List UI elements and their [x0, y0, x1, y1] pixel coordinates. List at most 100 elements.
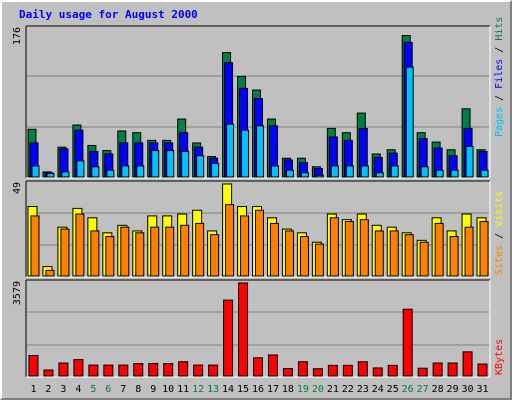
- day-label: 7: [120, 384, 126, 395]
- sites-bar: [359, 219, 369, 277]
- pages-bar: [91, 166, 100, 178]
- day-label: 1: [30, 384, 36, 395]
- pages-bar: [420, 166, 429, 178]
- day-label: 14: [222, 384, 234, 395]
- kbytes-bar: [342, 364, 353, 377]
- sites-bar: [329, 217, 339, 277]
- day-label: 21: [327, 384, 339, 395]
- day-label: 4: [75, 384, 81, 395]
- kbytes-bar: [297, 361, 308, 377]
- kbytes-bar: [133, 363, 144, 377]
- sites-bar: [165, 226, 175, 277]
- day-label: 25: [387, 384, 399, 395]
- kbytes-bar: [372, 367, 383, 377]
- pages-bar: [76, 160, 85, 178]
- pages-bar: [285, 169, 294, 178]
- legend-sites-visits: Sites / Visits: [494, 191, 505, 275]
- pages-bar: [390, 165, 399, 178]
- kbytes-bar: [477, 363, 488, 377]
- sites-bar: [180, 224, 190, 277]
- kbytes-bar: [432, 362, 443, 377]
- day-label: 15: [237, 384, 249, 395]
- day-label: 31: [476, 384, 488, 395]
- kbytes-bar: [193, 364, 204, 377]
- kbytes-bar: [462, 351, 473, 377]
- day-label: 2: [45, 384, 51, 395]
- pages-bar: [121, 165, 130, 178]
- sites-bar: [90, 230, 100, 277]
- day-label: 6: [105, 384, 111, 395]
- day-label: 23: [357, 384, 369, 395]
- sites-bar: [105, 236, 115, 277]
- kbytes-bar: [103, 364, 114, 377]
- sites-bar: [45, 269, 55, 277]
- pages-bar: [136, 165, 145, 178]
- pages-bar: [315, 174, 324, 178]
- kbytes-bar: [58, 362, 69, 377]
- sites-bar: [269, 222, 279, 277]
- sites-bar: [225, 204, 235, 277]
- pages-bar: [31, 165, 40, 178]
- pages-bar: [106, 169, 115, 178]
- day-label: 12: [192, 384, 204, 395]
- day-label: 19: [297, 384, 309, 395]
- pages-bar: [151, 150, 160, 178]
- kbytes-bar: [208, 364, 219, 377]
- sites-bar: [135, 232, 145, 277]
- pages-bar: [375, 172, 384, 178]
- pages-bar: [181, 150, 190, 178]
- pages-bar: [330, 165, 339, 178]
- sites-bar: [419, 241, 429, 277]
- kbytes-bar: [312, 368, 323, 377]
- kbytes-bar: [402, 308, 413, 377]
- kbytes-bar: [118, 364, 129, 377]
- day-label: 27: [417, 384, 429, 395]
- pages-bar: [61, 171, 70, 178]
- sites-bar: [449, 236, 459, 277]
- day-label: 3: [60, 384, 66, 395]
- pages-bar: [300, 172, 309, 178]
- sites-bar: [60, 228, 70, 277]
- pages-bar: [435, 169, 444, 178]
- pages-bar: [46, 173, 55, 178]
- kbytes-bar: [387, 364, 398, 377]
- day-label: 16: [252, 384, 264, 395]
- kbytes-bar: [73, 359, 84, 377]
- kbytes-bar: [178, 361, 189, 377]
- pages-bar: [226, 123, 235, 178]
- pages-bar: [241, 129, 250, 178]
- kbytes-bar: [88, 364, 99, 377]
- kbytes-bar: [417, 367, 428, 377]
- pages-bar: [256, 125, 265, 178]
- sites-bar: [255, 209, 265, 277]
- pages-bar: [405, 66, 414, 178]
- pages-bar: [360, 165, 369, 178]
- day-label: 20: [312, 384, 324, 395]
- sites-bar: [464, 226, 474, 277]
- kbytes-bar: [267, 354, 278, 377]
- day-label: 9: [150, 384, 156, 395]
- day-label: 8: [135, 384, 141, 395]
- sites-bar: [479, 221, 489, 277]
- kbytes-bar: [282, 367, 293, 377]
- kbytes-bar: [43, 369, 54, 377]
- day-label: 26: [402, 384, 414, 395]
- legend-kbytes: KBytes: [494, 339, 505, 375]
- ymax-label: 49: [12, 182, 23, 194]
- kbytes-bar: [253, 357, 264, 377]
- kbytes-bar: [447, 362, 458, 377]
- pages-bar: [345, 165, 354, 178]
- pages-bar: [465, 145, 474, 178]
- kbytes-bar: [28, 354, 39, 377]
- sites-bar: [195, 222, 205, 277]
- day-label: 11: [177, 384, 189, 395]
- kbytes-bar: [357, 361, 368, 377]
- pages-bar: [270, 165, 279, 178]
- day-label: 29: [447, 384, 459, 395]
- day-label: 24: [372, 384, 384, 395]
- chart-title: Daily usage for August 2000: [19, 8, 198, 21]
- day-label: 13: [207, 384, 219, 395]
- pages-bar: [450, 169, 459, 178]
- pages-bar: [480, 169, 489, 178]
